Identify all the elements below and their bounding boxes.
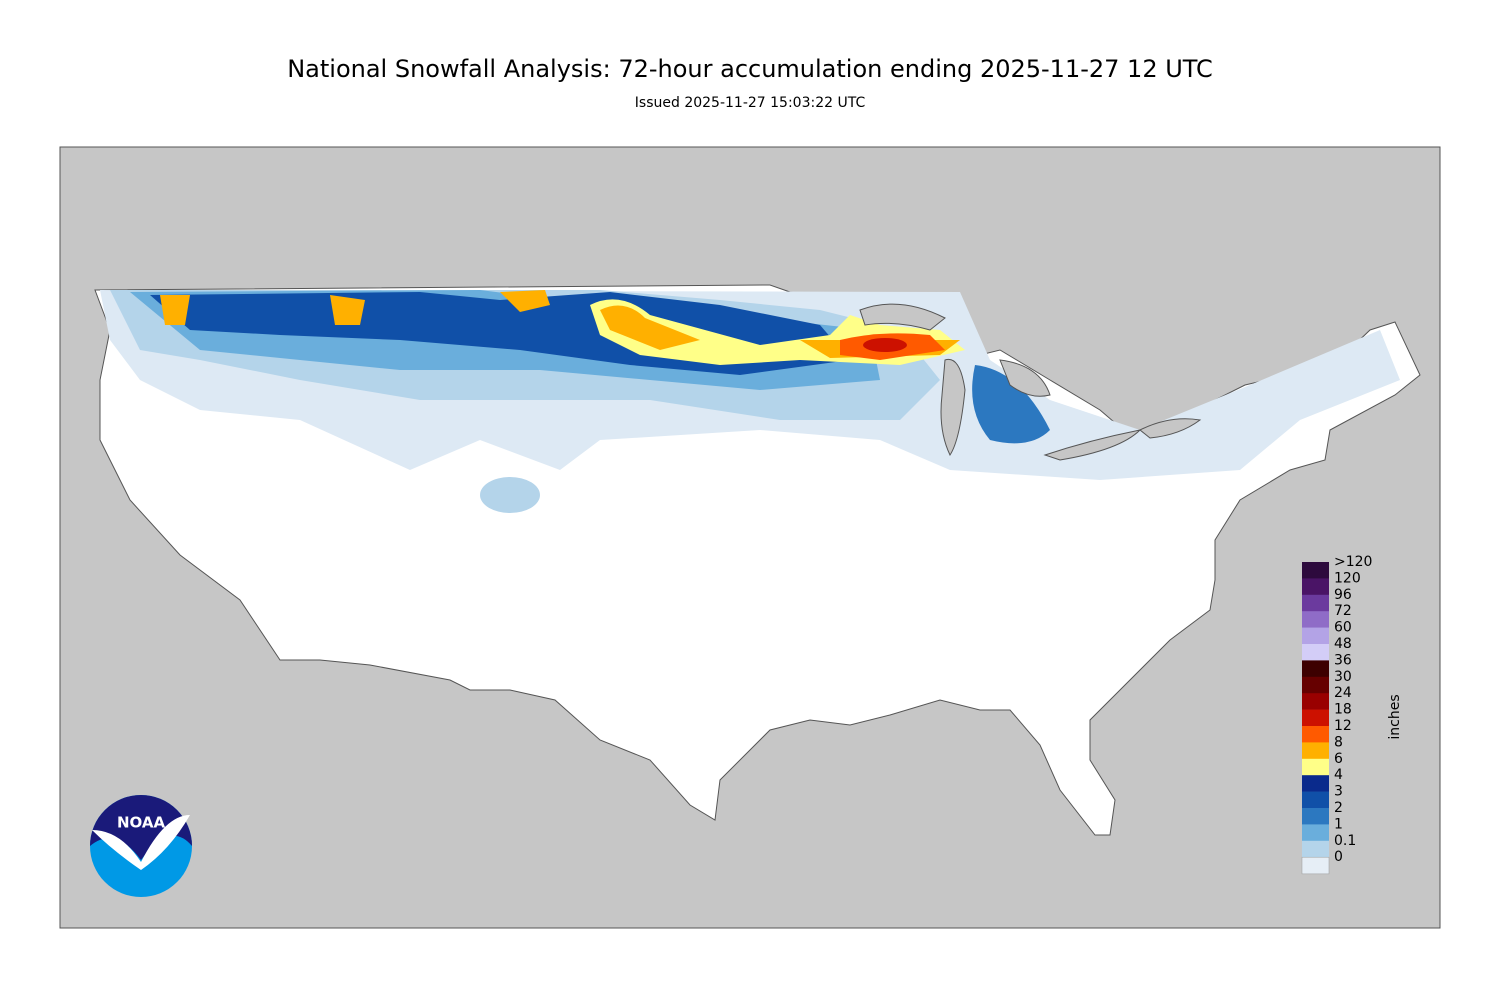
legend-swatch	[1302, 627, 1329, 645]
legend-swatch	[1302, 578, 1329, 596]
legend-label: 18	[1334, 702, 1352, 718]
legend-label: 24	[1334, 685, 1352, 701]
legend-label: 30	[1334, 669, 1352, 685]
noaa-logo: NOAA	[90, 795, 192, 897]
lake-huron	[999, 359, 1051, 397]
legend-label: 8	[1334, 734, 1343, 750]
legend-swatch	[1302, 562, 1329, 579]
lake-michigan	[940, 358, 966, 457]
legend-label: 12	[1334, 718, 1352, 734]
lake-ontario	[1139, 418, 1202, 439]
legend-swatch	[1302, 742, 1329, 760]
legend-label: 120	[1334, 570, 1361, 586]
subtitle: Issued 2025-11-27 15:03:22 UTC	[635, 95, 866, 111]
legend-swatch	[1302, 594, 1329, 612]
legend-swatch	[1301, 856, 1330, 875]
legend-swatch	[1302, 709, 1329, 727]
legend-label: >120	[1334, 554, 1372, 570]
legend-swatch	[1302, 726, 1329, 743]
legend-label: 6	[1334, 751, 1343, 767]
legend-swatch	[1302, 676, 1329, 694]
legend-label: 36	[1334, 652, 1352, 668]
legend-swatch	[1302, 693, 1329, 710]
legend-label: 48	[1334, 636, 1352, 652]
legend-label: 60	[1334, 620, 1352, 636]
legend-label: 0.1	[1334, 833, 1356, 849]
legend-swatch	[1302, 791, 1329, 809]
legend-swatch	[1302, 808, 1329, 825]
water-bodies	[859, 303, 1202, 461]
legend-unit: inches	[1387, 694, 1403, 739]
legend-label: 0	[1334, 849, 1343, 865]
legend-swatch	[1302, 775, 1329, 792]
legend-swatch	[1302, 824, 1329, 842]
logo-gull	[92, 815, 190, 870]
legend-label: 3	[1334, 784, 1343, 800]
logo-text: NOAA	[117, 814, 166, 832]
legend-label: 4	[1334, 767, 1343, 783]
title: National Snowfall Analysis: 72-hour accu…	[287, 55, 1213, 83]
snow-cover	[100, 290, 1400, 513]
legend-swatch	[1302, 758, 1329, 776]
legend-swatch	[1302, 644, 1329, 661]
logo-top	[90, 795, 192, 860]
legend-label: 2	[1334, 800, 1343, 816]
legend-label: 1	[1334, 816, 1343, 832]
legend-swatch	[1302, 660, 1329, 678]
legend-swatch	[1302, 611, 1329, 628]
legend-label: 72	[1334, 603, 1352, 619]
map	[59, 146, 1441, 929]
lake-superior	[859, 303, 946, 331]
legend-swatch	[1302, 840, 1329, 858]
legend-label: 96	[1334, 587, 1352, 603]
